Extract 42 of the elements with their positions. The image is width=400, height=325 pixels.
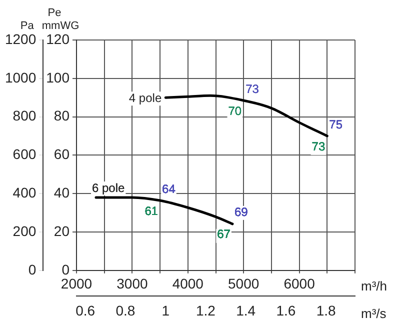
x2-tick-label: 0.8	[116, 302, 136, 318]
x-axis-title: m³/h	[361, 278, 387, 294]
annotation: 73	[312, 139, 326, 154]
x2-tick-label: 1.4	[236, 302, 256, 318]
y-tick-label: 100	[46, 69, 70, 86]
annotation: 64	[162, 182, 176, 196]
y-tick-label: 20	[54, 222, 70, 239]
x-tick-label: 2000	[60, 276, 92, 292]
y2-tick-label: 600	[12, 146, 36, 162]
y2-tick-label: 0	[28, 261, 36, 278]
x-tick-label: 5000	[228, 276, 260, 292]
annotation: 70	[228, 104, 242, 118]
x2-axis-title: m³/s	[361, 306, 387, 322]
annotation: 61	[144, 204, 158, 218]
y2-tick-label: 800	[12, 108, 36, 124]
annotation: 69	[234, 205, 248, 220]
x-tick-label: 6000	[284, 276, 316, 292]
annotation: 6 pole	[92, 180, 126, 195]
x2-tick-label: 1.8	[316, 302, 336, 318]
line-series	[94, 196, 234, 226]
y-tick-label: 80	[54, 108, 70, 124]
y-tick-label: 60	[54, 146, 70, 162]
x2-tick-label: 1.6	[276, 302, 296, 318]
annotation: 75	[329, 117, 343, 132]
y-tick-label: 120	[46, 30, 70, 47]
x-tick-label: 4000	[172, 276, 204, 292]
y2-tick-label: 400	[12, 184, 36, 200]
annotation: 73	[246, 82, 260, 96]
annotation: 67	[217, 227, 231, 242]
y2-tick-label: 1000	[4, 69, 36, 86]
x2-tick-label: 1.2	[196, 302, 216, 318]
annotation: 4 pole	[128, 90, 162, 105]
y-tick-label: 0	[62, 261, 70, 278]
y2-axis-title: Pa	[20, 20, 35, 32]
x-tick-label: 3000	[116, 276, 148, 292]
y2-tick-label: 1200	[4, 30, 36, 47]
y-axis-title: Pe mmWG	[42, 7, 80, 32]
x2-tick-label: 0.6	[76, 302, 96, 318]
y2-tick-label: 200	[12, 222, 36, 239]
x2-tick-label: 1	[162, 302, 170, 318]
y-tick-label: 40	[54, 184, 70, 200]
line-series	[164, 94, 328, 138]
